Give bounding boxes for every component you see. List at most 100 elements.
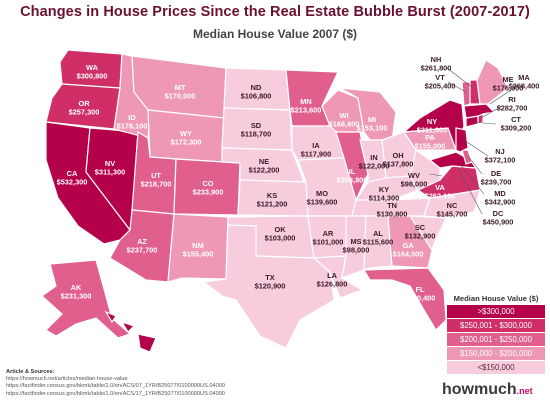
state-value-label: $122,200: [249, 166, 280, 175]
state-value-label: $155,400: [183, 250, 214, 259]
state-value-label: $372,100: [485, 156, 516, 165]
state-hi: [104, 310, 117, 324]
state-ms: [341, 215, 367, 279]
state-value-label: $139,600: [307, 198, 338, 207]
state-abbr-label: VA: [435, 183, 445, 192]
howmuch-logo: howmuch.net: [442, 381, 533, 399]
state-value-label: $257,300: [69, 108, 100, 117]
state-value-label: $122,000: [359, 162, 390, 171]
state-abbr-label: AL: [373, 229, 383, 238]
state-abbr-label: GA: [402, 241, 414, 250]
state-abbr-label: AK: [71, 283, 82, 292]
state-abbr-label: NJ: [495, 147, 504, 156]
state-value-label: $106,800: [241, 92, 272, 101]
state-abbr-label: TX: [265, 273, 275, 282]
state-fl: [362, 267, 447, 331]
state-value-label: $118,700: [241, 130, 271, 139]
state-value-label: $101,000: [313, 238, 344, 247]
state-nj: [455, 127, 469, 153]
state-value-label: $117,900: [301, 150, 331, 159]
state-abbr-label: ME: [502, 75, 513, 84]
sources: Article & Sources: https://howmuch.net/a…: [6, 369, 225, 398]
state-abbr-label: NE: [259, 157, 269, 166]
state-abbr-label: DC: [493, 209, 504, 218]
state-hi: [120, 320, 136, 333]
state-abbr-label: DE: [491, 169, 501, 178]
map-subtitle: Median House Value 2007 ($): [192, 27, 358, 41]
state-value-label: $155,000: [415, 142, 446, 151]
state-value-label: $309,200: [501, 124, 532, 133]
state-abbr-label: MN: [300, 97, 312, 106]
state-value-label: $239,700: [481, 178, 512, 187]
state-value-label: $145,700: [437, 210, 468, 219]
state-abbr-label: VT: [435, 73, 445, 82]
state-abbr-label: IL: [349, 167, 356, 176]
state-ga: [387, 215, 433, 269]
state-abbr-label: MD: [494, 189, 506, 198]
state-value-label: $153,100: [357, 124, 388, 133]
state-value-label: $300,800: [77, 72, 108, 81]
state-abbr-label: NH: [431, 55, 442, 64]
state-tx: [202, 224, 335, 349]
state-value-label: $98,000: [401, 180, 428, 189]
state-abbr-label: WV: [408, 171, 420, 180]
state-abbr-label: UT: [151, 171, 161, 180]
sources-heading: Article & Sources:: [6, 369, 55, 375]
source-link[interactable]: https://howmuch.net/articles/median-hous…: [6, 376, 128, 383]
state-value-label: $120,900: [255, 282, 286, 291]
state-abbr-label: MI: [368, 115, 376, 124]
state-abbr-label: AZ: [137, 237, 147, 246]
state-value-label: $130,800: [377, 210, 408, 219]
state-il: [335, 131, 369, 202]
state-value-label: $555,400: [135, 322, 166, 331]
state-value-label: $164,500: [393, 250, 424, 259]
state-ny: [402, 99, 465, 152]
state-abbr-label: SC: [415, 223, 426, 232]
state-abbr-label: AR: [323, 229, 334, 238]
state-value-label: $218,700: [141, 180, 172, 189]
state-value-label: $311,300: [95, 168, 125, 177]
logo-text: howmuch: [442, 381, 517, 398]
state-abbr-label: MS: [350, 237, 361, 246]
state-abbr-label: NV: [105, 159, 115, 168]
state-abbr-label: KS: [267, 191, 277, 200]
state-abbr-label: FL: [415, 285, 425, 294]
state-value-label: $205,400: [425, 82, 456, 91]
state-al: [363, 215, 393, 271]
state-abbr-label: ID: [128, 113, 136, 122]
source-link[interactable]: https://factfinder.census.gov/bkmk/table…: [6, 383, 225, 390]
legend: Median House Value ($) >$300,000 $250,00…: [447, 294, 545, 375]
state-abbr-label: PA: [425, 133, 435, 142]
state-abbr-label: MO: [316, 189, 328, 198]
state-abbr-label: SD: [251, 121, 262, 130]
legend-title: Median House Value ($): [453, 294, 539, 303]
state-value-label: $132,900: [405, 232, 436, 241]
state-abbr-label: KY: [379, 185, 389, 194]
state-value-label: $450,900: [483, 218, 514, 227]
state-abbr-label: WA: [86, 63, 99, 72]
state-abbr-label: CT: [511, 115, 521, 124]
state-vt: [461, 81, 471, 107]
state-value-label: $172,300: [171, 138, 202, 147]
state-value-label: $532,300: [57, 178, 88, 187]
legend-item: $250,001 - $300,000: [447, 319, 545, 332]
logo-suffix: .net: [516, 386, 533, 396]
source-link[interactable]: https://factfinder.census.gov/bkmk/table…: [6, 390, 225, 397]
state-abbr-label: NM: [192, 241, 204, 250]
state-value-label: $230,400: [405, 294, 436, 303]
state-abbr-label: OH: [392, 151, 403, 160]
legend-item: $200,001 - $250,000: [447, 333, 545, 346]
state-value-label: $262,100: [425, 192, 456, 201]
state-ma: [463, 103, 496, 119]
state-value-label: $261,800: [421, 64, 452, 73]
state-value-label: $237,700: [127, 246, 158, 255]
state-abbr-label: NC: [447, 201, 458, 210]
state-value-label: $311,000: [417, 126, 447, 135]
state-abbr-label: TN: [387, 201, 397, 210]
state-abbr-label: NY: [427, 117, 437, 126]
state-abbr-label: HI: [146, 313, 153, 322]
state-value-label: $203,800: [337, 176, 368, 185]
state-hi: [137, 333, 157, 353]
state-abbr-label: WY: [180, 129, 192, 138]
